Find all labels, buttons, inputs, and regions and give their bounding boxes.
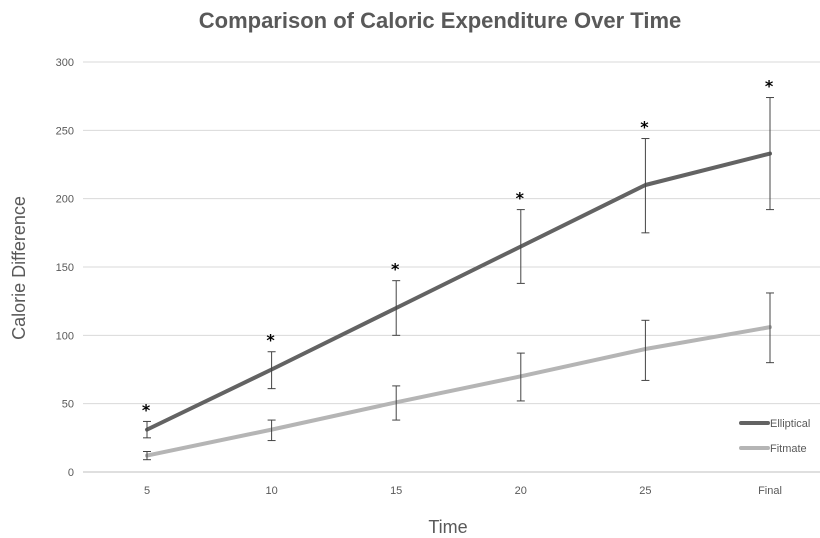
y-axis-ticks: 0 50 100 150 200 250 300 — [56, 57, 74, 479]
series-lines — [145, 151, 772, 458]
significance-star: * — [266, 331, 275, 350]
error-bar — [392, 385, 401, 421]
y-tick-label: 300 — [56, 57, 74, 69]
x-axis-title: Time — [428, 517, 467, 537]
error-bar — [766, 292, 774, 364]
series-line-fitmate — [145, 325, 772, 458]
error-bar — [143, 420, 151, 439]
y-tick-label: 250 — [56, 125, 74, 137]
y-tick-label: 0 — [68, 467, 74, 479]
significance-star: * — [142, 400, 151, 419]
error-bar — [267, 351, 276, 390]
x-tick-label: 25 — [639, 485, 651, 497]
error-bar — [766, 97, 774, 211]
error-bar — [143, 451, 151, 461]
x-tick-label: Final — [758, 485, 782, 497]
y-tick-label: 50 — [62, 399, 74, 411]
error-bars — [143, 97, 774, 461]
error-bar — [516, 352, 525, 402]
significance-markers: * * * * * * — [142, 77, 774, 420]
significance-star: * — [391, 260, 400, 279]
x-axis-ticks: 5 10 15 20 25 Final — [144, 485, 782, 497]
y-tick-label: 200 — [56, 194, 74, 206]
significance-star: * — [640, 118, 649, 137]
y-tick-label: 100 — [56, 330, 74, 342]
gridlines — [83, 61, 820, 405]
error-bar — [516, 209, 525, 284]
legend-label: Fitmate — [770, 443, 807, 455]
error-bar — [641, 319, 650, 381]
chart-title: Comparison of Caloric Expenditure Over T… — [199, 8, 682, 33]
series-line-elliptical — [145, 151, 772, 432]
x-tick-label: 5 — [144, 485, 150, 497]
y-axis-title: Calorie Difference — [9, 196, 29, 340]
error-bar — [392, 280, 401, 336]
legend: Elliptical Fitmate — [739, 418, 810, 455]
y-tick-label: 150 — [56, 262, 74, 274]
error-bar — [267, 419, 276, 442]
significance-star: * — [765, 77, 774, 96]
x-tick-label: 15 — [390, 485, 402, 497]
error-bar — [641, 138, 650, 234]
x-tick-label: 20 — [515, 485, 527, 497]
legend-label: Elliptical — [770, 418, 810, 430]
legend-item-elliptical: Elliptical — [739, 418, 810, 430]
significance-star: * — [516, 189, 525, 208]
x-tick-label: 10 — [265, 485, 277, 497]
legend-item-fitmate: Fitmate — [739, 443, 807, 455]
